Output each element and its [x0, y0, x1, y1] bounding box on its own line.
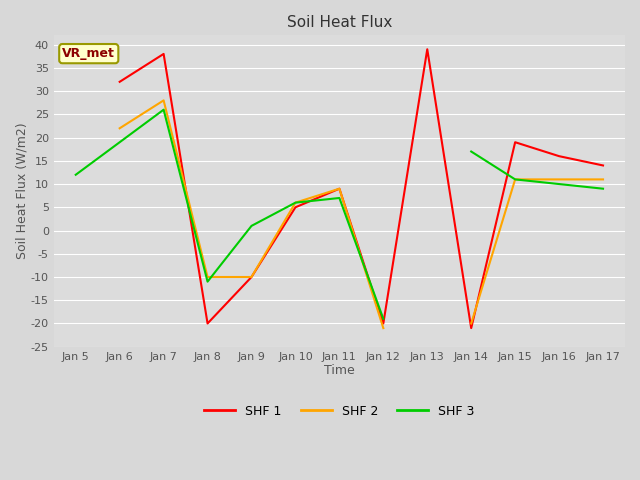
X-axis label: Time: Time — [324, 364, 355, 377]
Title: Soil Heat Flux: Soil Heat Flux — [287, 15, 392, 30]
Text: VR_met: VR_met — [62, 47, 115, 60]
Legend: SHF 1, SHF 2, SHF 3: SHF 1, SHF 2, SHF 3 — [199, 400, 479, 423]
Y-axis label: Soil Heat Flux (W/m2): Soil Heat Flux (W/m2) — [15, 123, 28, 259]
